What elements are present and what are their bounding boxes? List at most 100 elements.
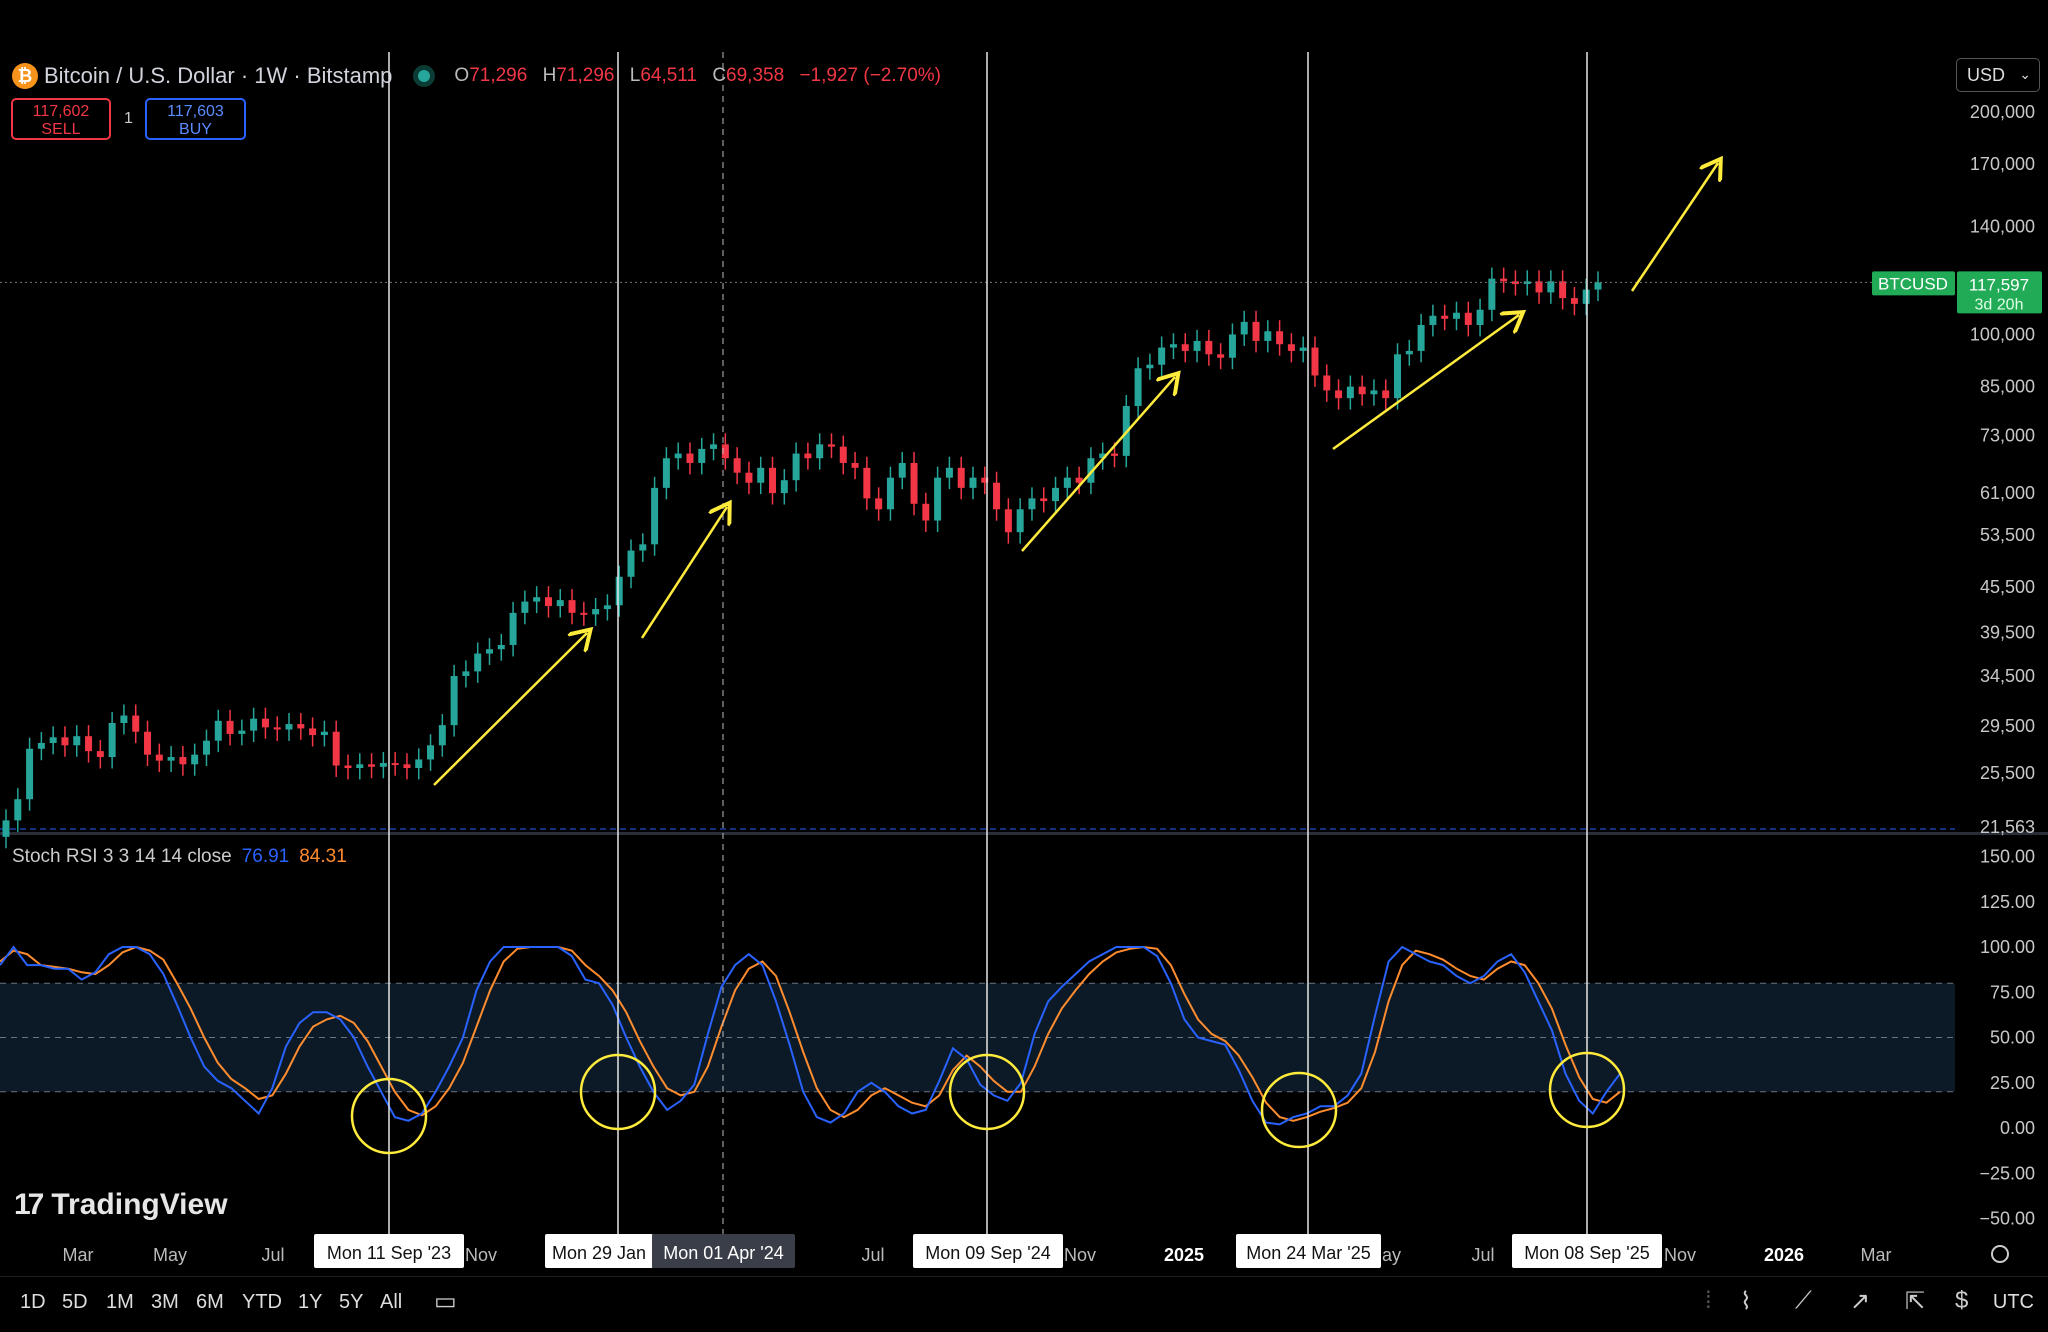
candle xyxy=(285,724,293,730)
time-axis-label: May xyxy=(153,1245,187,1265)
candle xyxy=(1099,453,1107,459)
candle xyxy=(1158,347,1166,365)
oversold-circle xyxy=(1548,1051,1626,1129)
ray-tool-icon[interactable]: ↗ xyxy=(1850,1288,1871,1315)
timeframe-6m[interactable]: 6M xyxy=(196,1291,224,1313)
candle xyxy=(733,458,741,473)
candle xyxy=(191,754,199,765)
candle xyxy=(1559,281,1567,299)
oversold-circle xyxy=(350,1077,428,1155)
candle xyxy=(1429,315,1437,325)
candle xyxy=(1335,390,1343,399)
time-axis-label: 2026 xyxy=(1764,1245,1804,1265)
candle xyxy=(167,757,175,761)
candle xyxy=(37,742,45,749)
candle xyxy=(14,799,22,821)
candle xyxy=(1594,282,1602,290)
candle xyxy=(485,649,493,654)
date-marker-label: Mon 08 Sep '25 xyxy=(1524,1243,1650,1263)
trend-arrow xyxy=(1630,163,1718,292)
candle xyxy=(462,671,470,676)
indicator-legend[interactable]: Stoch RSI 3 3 14 14 close 76.91 84.31 xyxy=(12,846,347,867)
candle xyxy=(1052,487,1060,502)
oversold-circle xyxy=(948,1053,1026,1131)
timeframe-3m[interactable]: 3M xyxy=(151,1291,179,1313)
time-axis-label: Jul xyxy=(1471,1245,1494,1265)
candle xyxy=(85,736,93,752)
sell-button[interactable]: 117,602 SELL xyxy=(11,98,111,140)
candle xyxy=(769,467,777,494)
candle xyxy=(686,453,694,463)
candle xyxy=(1028,498,1036,510)
candle xyxy=(438,725,446,746)
cursor-icon[interactable]: ⇱ xyxy=(1905,1288,1926,1315)
price-axis-label: 29,500 xyxy=(1980,716,2035,736)
candle xyxy=(1382,390,1390,399)
candle xyxy=(1134,368,1142,407)
candle xyxy=(238,730,246,734)
candle xyxy=(875,498,883,510)
candle xyxy=(73,736,81,746)
candle xyxy=(1252,321,1260,341)
bitcoin-icon: ₿ xyxy=(12,63,38,89)
symbol-title[interactable]: Bitcoin / U.S. Dollar · 1W · Bitstamp xyxy=(44,63,393,88)
candle xyxy=(1441,315,1449,319)
candle xyxy=(1370,390,1378,395)
timezone-label[interactable]: UTC xyxy=(1992,1291,2034,1313)
chevron-down-icon: ⌄ xyxy=(2019,66,2031,82)
order-quantity[interactable]: 1 xyxy=(124,110,133,127)
candle xyxy=(1205,340,1213,355)
date-marker-label: Mon 29 Jan xyxy=(552,1243,646,1263)
rsi-axis-label: 25.00 xyxy=(1990,1073,2035,1093)
timeframe-1m[interactable]: 1M xyxy=(106,1291,134,1313)
time-axis-label: Mar xyxy=(1861,1245,1892,1265)
symbol-tag xyxy=(1872,271,1955,296)
price-axis-label: 85,000 xyxy=(1980,377,2035,397)
timeframe-5y[interactable]: 5Y xyxy=(339,1291,364,1313)
candle xyxy=(379,763,387,767)
candle xyxy=(1075,477,1083,483)
candle xyxy=(898,462,906,478)
drag-handle-icon[interactable]: ⁞ xyxy=(1705,1287,1712,1314)
timeframe-1y[interactable]: 1Y xyxy=(298,1291,323,1313)
candle xyxy=(108,722,116,758)
time-axis-label: Mar xyxy=(63,1245,94,1265)
candle xyxy=(1570,298,1578,304)
currency-select[interactable]: USD ⌄ xyxy=(1956,58,2040,92)
candle xyxy=(662,458,670,488)
timeframe-all[interactable]: All xyxy=(380,1291,403,1313)
candle xyxy=(839,446,847,463)
candle xyxy=(132,715,140,732)
candle xyxy=(509,612,517,645)
stoch-d-line xyxy=(0,945,1621,1122)
candle xyxy=(120,715,128,723)
candle xyxy=(1228,334,1236,358)
date-range-icon[interactable]: ▭ xyxy=(434,1288,457,1315)
pattern-tool-icon[interactable]: ⌇ xyxy=(1740,1288,1752,1315)
candle xyxy=(521,601,529,613)
timeframe-ytd[interactable]: YTD xyxy=(242,1291,282,1313)
candle xyxy=(96,751,104,758)
timeframe-1d[interactable]: 1D xyxy=(20,1291,46,1313)
price-note-icon[interactable]: $ xyxy=(1955,1287,1969,1314)
candle xyxy=(497,644,505,650)
settings-icon[interactable] xyxy=(1991,1245,2009,1263)
trend-arrow xyxy=(1332,315,1519,451)
candle xyxy=(698,448,706,463)
candle xyxy=(1488,278,1496,310)
trend-line-icon[interactable]: ⟋ xyxy=(1795,1287,1812,1314)
last-price-label: 117,597 xyxy=(1969,275,2029,294)
candle xyxy=(627,550,635,577)
price-axis-label: 39,500 xyxy=(1980,623,2035,643)
pane-separator xyxy=(0,832,2048,835)
trend-arrow xyxy=(1021,377,1175,552)
date-marker-tag xyxy=(1512,1234,1662,1268)
candle xyxy=(273,727,281,730)
timeframe-5d[interactable]: 5D xyxy=(62,1291,88,1313)
price-axis-label: 45,500 xyxy=(1980,577,2035,597)
buy-button[interactable]: 117,603 BUY xyxy=(145,98,246,140)
candle xyxy=(1181,344,1189,351)
tradingview-logo[interactable]: 17 TradingView xyxy=(14,1188,228,1221)
last-price-tag xyxy=(1957,271,2042,314)
